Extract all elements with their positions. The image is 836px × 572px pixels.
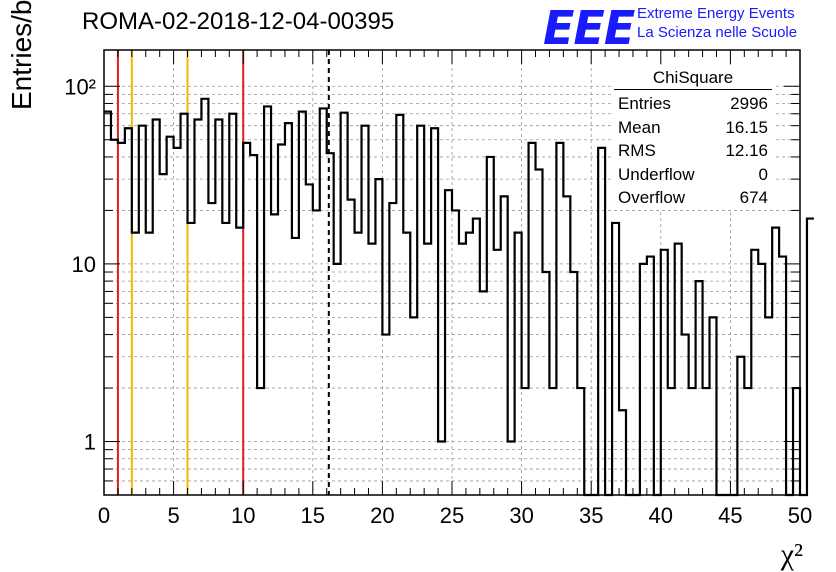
histogram-series bbox=[104, 97, 814, 497]
y-axis-title: Entries/bin bbox=[6, 0, 37, 110]
y-tick-label: 10 bbox=[72, 252, 96, 277]
stats-box: ChiSquare Entries 2996 Mean 16.15 RMS 12.16… bbox=[612, 68, 774, 210]
x-axis-title: χ² bbox=[780, 538, 803, 571]
y-tick-labels: 1 10 10² bbox=[64, 74, 96, 454]
x-tick-label: 40 bbox=[649, 503, 673, 528]
stats-value: 16.15 bbox=[725, 117, 768, 137]
stats-label: Overflow bbox=[618, 188, 686, 208]
reference-lines bbox=[116, 50, 330, 495]
stats-label: Underflow bbox=[618, 164, 695, 184]
y-tick-label: 1 bbox=[84, 430, 96, 455]
logo-line-2: La Scienza nelle Scuole bbox=[637, 24, 798, 41]
x-tick-label: 20 bbox=[370, 503, 394, 528]
stats-row-mean: Mean 16.15 bbox=[612, 116, 774, 140]
stats-label: RMS bbox=[618, 141, 656, 161]
x-tick-label: 5 bbox=[167, 503, 179, 528]
x-tick-label: 50 bbox=[788, 503, 812, 528]
stats-title: ChiSquare bbox=[614, 68, 772, 90]
stats-value: 12.16 bbox=[725, 141, 768, 161]
x-tick-label: 35 bbox=[579, 503, 603, 528]
x-tick-labels: 0 5 10 15 20 25 30 35 40 45 50 bbox=[98, 503, 812, 528]
stats-row-overflow: Overflow 674 bbox=[612, 186, 774, 210]
logo-line-1: Extreme Energy Events bbox=[637, 5, 795, 22]
chart-title: ROMA-02-2018-12-04-00395 bbox=[82, 8, 395, 35]
x-tick-label: 15 bbox=[301, 503, 325, 528]
y-tick-label: 10² bbox=[64, 74, 96, 99]
stats-value: 2996 bbox=[730, 94, 768, 113]
stats-label: Entries bbox=[618, 94, 671, 113]
stats-label: Mean bbox=[618, 117, 661, 137]
stats-row-rms: RMS 12.16 bbox=[612, 139, 774, 163]
x-tick-label: 10 bbox=[231, 503, 255, 528]
x-tick-label: 45 bbox=[718, 503, 742, 528]
stats-row-entries: Entries 2996 bbox=[612, 92, 774, 116]
stats-row-underflow: Underflow 0 bbox=[612, 163, 774, 187]
stats-value: 674 bbox=[739, 188, 768, 208]
eee-logo: EEE bbox=[543, 1, 635, 55]
x-tick-label: 30 bbox=[509, 503, 533, 528]
axis-ticks bbox=[103, 50, 801, 495]
stats-value: 0 bbox=[758, 164, 768, 184]
x-tick-label: 25 bbox=[440, 503, 464, 528]
x-tick-label: 0 bbox=[98, 503, 110, 528]
